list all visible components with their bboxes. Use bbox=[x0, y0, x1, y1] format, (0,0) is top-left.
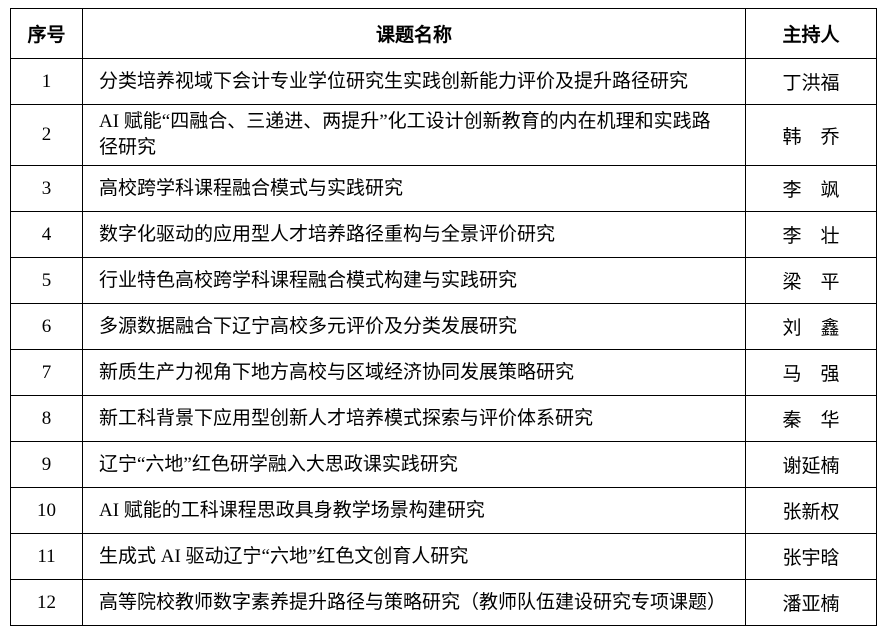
cell-host: 张宇晗 bbox=[745, 533, 877, 580]
cell-host: 张新权 bbox=[745, 487, 877, 534]
table-row: 10 AI 赋能的工科课程思政具身教学场景构建研究 张新权 bbox=[10, 487, 877, 534]
table-row: 8 新工科背景下应用型创新人才培养模式探索与评价体系研究 秦 华 bbox=[10, 395, 877, 442]
cell-title: 数字化驱动的应用型人才培养路径重构与全景评价研究 bbox=[82, 211, 746, 258]
cell-title: 新质生产力视角下地方高校与区域经济协同发展策略研究 bbox=[82, 349, 746, 396]
table-row: 2 AI 赋能“四融合、三递进、两提升”化工设计创新教育的内在机理和实践路径研究… bbox=[10, 104, 877, 166]
cell-host: 刘 鑫 bbox=[745, 303, 877, 350]
cell-host: 秦 华 bbox=[745, 395, 877, 442]
cell-title: 行业特色高校跨学科课程融合模式构建与实践研究 bbox=[82, 257, 746, 304]
cell-host: 谢延楠 bbox=[745, 441, 877, 488]
cell-index: 3 bbox=[10, 165, 83, 212]
table-row: 3 高校跨学科课程融合模式与实践研究 李 飒 bbox=[10, 165, 877, 212]
cell-index: 12 bbox=[10, 579, 83, 626]
cell-index: 4 bbox=[10, 211, 83, 258]
table-row: 12 高等院校教师数字素养提升路径与策略研究（教师队伍建设研究专项课题） 潘亚楠 bbox=[10, 579, 877, 626]
cell-index: 2 bbox=[10, 104, 83, 166]
cell-host: 李 壮 bbox=[745, 211, 877, 258]
cell-title: 辽宁“六地”红色研学融入大思政课实践研究 bbox=[82, 441, 746, 488]
header-row: 序号 课题名称 主持人 bbox=[10, 8, 877, 59]
cell-title: AI 赋能的工科课程思政具身教学场景构建研究 bbox=[82, 487, 746, 534]
table-body: 1 分类培养视域下会计专业学位研究生实践创新能力评价及提升路径研究 丁洪福 2 … bbox=[10, 58, 877, 626]
cell-host: 马 强 bbox=[745, 349, 877, 396]
table-row: 4 数字化驱动的应用型人才培养路径重构与全景评价研究 李 壮 bbox=[10, 211, 877, 258]
table-row: 9 辽宁“六地”红色研学融入大思政课实践研究 谢延楠 bbox=[10, 441, 877, 488]
table-header: 序号 课题名称 主持人 bbox=[10, 8, 877, 59]
cell-index: 7 bbox=[10, 349, 83, 396]
cell-index: 11 bbox=[10, 533, 83, 580]
cell-host: 丁洪福 bbox=[745, 58, 877, 105]
table-row: 7 新质生产力视角下地方高校与区域经济协同发展策略研究 马 强 bbox=[10, 349, 877, 396]
header-cell-index: 序号 bbox=[10, 8, 83, 59]
cell-title: AI 赋能“四融合、三递进、两提升”化工设计创新教育的内在机理和实践路径研究 bbox=[82, 104, 746, 166]
cell-host: 李 飒 bbox=[745, 165, 877, 212]
cell-index: 1 bbox=[10, 58, 83, 105]
cell-title: 生成式 AI 驱动辽宁“六地”红色文创育人研究 bbox=[82, 533, 746, 580]
table-row: 1 分类培养视域下会计专业学位研究生实践创新能力评价及提升路径研究 丁洪福 bbox=[10, 58, 877, 105]
cell-index: 5 bbox=[10, 257, 83, 304]
cell-index: 8 bbox=[10, 395, 83, 442]
header-cell-host: 主持人 bbox=[745, 8, 877, 59]
cell-index: 6 bbox=[10, 303, 83, 350]
cell-title: 分类培养视域下会计专业学位研究生实践创新能力评价及提升路径研究 bbox=[82, 58, 746, 105]
cell-host: 梁 平 bbox=[745, 257, 877, 304]
cell-index: 9 bbox=[10, 441, 83, 488]
cell-title: 高校跨学科课程融合模式与实践研究 bbox=[82, 165, 746, 212]
cell-host: 韩 乔 bbox=[745, 104, 877, 166]
cell-title: 多源数据融合下辽宁高校多元评价及分类发展研究 bbox=[82, 303, 746, 350]
header-cell-title: 课题名称 bbox=[82, 8, 746, 59]
table-row: 6 多源数据融合下辽宁高校多元评价及分类发展研究 刘 鑫 bbox=[10, 303, 877, 350]
table-row: 5 行业特色高校跨学科课程融合模式构建与实践研究 梁 平 bbox=[10, 257, 877, 304]
topics-table: 序号 课题名称 主持人 1 分类培养视域下会计专业学位研究生实践创新能力评价及提… bbox=[10, 8, 877, 626]
cell-index: 10 bbox=[10, 487, 83, 534]
cell-host: 潘亚楠 bbox=[745, 579, 877, 626]
table-row: 11 生成式 AI 驱动辽宁“六地”红色文创育人研究 张宇晗 bbox=[10, 533, 877, 580]
cell-title: 新工科背景下应用型创新人才培养模式探索与评价体系研究 bbox=[82, 395, 746, 442]
cell-title: 高等院校教师数字素养提升路径与策略研究（教师队伍建设研究专项课题） bbox=[82, 579, 746, 626]
